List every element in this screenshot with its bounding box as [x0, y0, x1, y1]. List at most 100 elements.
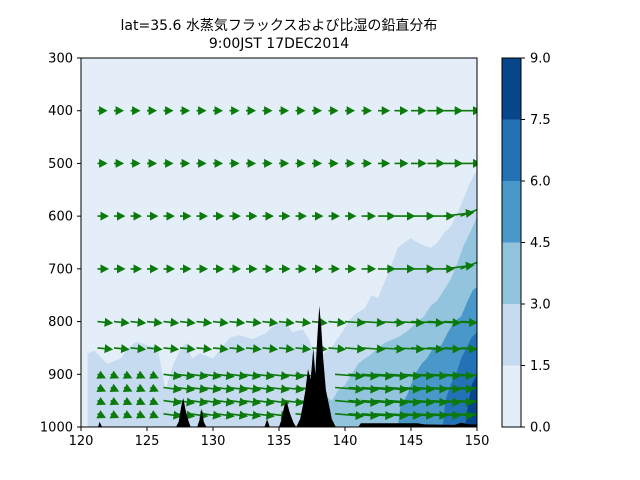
- x-axis: 120 125 130 135 140 145 150: [69, 427, 490, 449]
- flux-arrow: [213, 264, 225, 274]
- flux-arrow: [109, 410, 120, 419]
- flux-arrow: [411, 211, 436, 221]
- flux-arrow: [361, 264, 377, 274]
- flux-arrow: [378, 211, 396, 221]
- flux-arrow: [378, 264, 396, 274]
- colorbar-tick-label: 6.0: [530, 175, 551, 190]
- flux-arrow: [278, 317, 295, 327]
- y-tick-label: 300: [48, 52, 73, 67]
- flux-arrow: [262, 317, 279, 327]
- flux-arrow: [96, 396, 107, 406]
- flux-arrow: [328, 344, 347, 354]
- flux-arrow: [345, 264, 357, 274]
- flux-arrow: [212, 317, 229, 327]
- flux-arrow: [146, 344, 163, 354]
- flux-arrow: [278, 344, 295, 354]
- flux-arrow: [460, 208, 477, 217]
- flux-arrow: [229, 106, 240, 116]
- flux-arrow: [394, 264, 416, 274]
- flux-arrow: [122, 383, 133, 392]
- humidity-shading: [81, 58, 477, 427]
- flux-arrow: [163, 317, 180, 327]
- flux-arrow: [135, 383, 146, 392]
- flux-arrow: [394, 158, 409, 168]
- x-tick-label: 120: [69, 434, 94, 449]
- flux-arrow: [279, 264, 291, 274]
- flux-arrow: [394, 211, 416, 221]
- flux-arrow: [312, 158, 323, 168]
- x-tick-label: 135: [267, 434, 292, 449]
- flux-arrow: [262, 264, 274, 274]
- flux-arrow: [427, 106, 445, 116]
- flux-arrow: [378, 106, 391, 116]
- y-tick-label: 900: [48, 368, 73, 383]
- flux-arrow: [147, 211, 159, 221]
- flux-arrow: [229, 211, 241, 221]
- flux-arrow: [229, 344, 246, 354]
- flux-arrow: [279, 106, 290, 116]
- flux-arrow: [467, 373, 477, 376]
- flux-arrow: [245, 317, 262, 327]
- flux-arrow: [114, 158, 125, 168]
- flux-arrow: [97, 158, 108, 168]
- flux-vectors: [96, 106, 477, 421]
- flux-arrow: [295, 158, 306, 168]
- x-tick-label: 150: [465, 434, 490, 449]
- flux-arrow: [196, 344, 213, 354]
- flux-arrow: [246, 211, 258, 221]
- flux-arrow: [246, 264, 258, 274]
- flux-arrow: [163, 344, 180, 354]
- flux-arrow: [361, 211, 377, 221]
- flux-arrow: [114, 106, 125, 116]
- flux-arrow: [312, 211, 324, 221]
- flux-arrow: [122, 396, 133, 406]
- flux-arrow: [135, 370, 146, 379]
- flux-arrow: [114, 264, 126, 274]
- flux-arrow: [328, 106, 339, 116]
- flux-arrow: [213, 106, 224, 116]
- flux-arrow: [444, 158, 464, 168]
- flux-arrow: [411, 158, 427, 168]
- flux-arrow: [163, 158, 174, 168]
- flux-arrow: [279, 211, 291, 221]
- flux-arrow: [295, 317, 312, 327]
- flux-arrow: [149, 410, 159, 419]
- flux-arrow: [245, 344, 262, 354]
- colorbar-swatch: [502, 304, 521, 366]
- flux-arrow: [163, 264, 175, 274]
- flux-arrow: [295, 264, 307, 274]
- flux-arrow: [130, 317, 147, 327]
- colorbar-tick-label: 9.0: [530, 52, 551, 67]
- flux-arrow: [97, 264, 109, 274]
- flux-arrow: [179, 317, 196, 327]
- flux-arrow: [213, 211, 225, 221]
- flux-arrow: [109, 396, 120, 406]
- y-tick-label: 400: [48, 104, 73, 119]
- colorbar-swatch: [502, 58, 521, 120]
- colorbar-tick-label: 3.0: [530, 298, 551, 313]
- flux-arrow: [378, 158, 391, 168]
- flux-arrow: [130, 264, 142, 274]
- x-tick-label: 130: [201, 434, 226, 449]
- flux-arrow: [295, 211, 307, 221]
- flux-arrow: [180, 158, 191, 168]
- flux-arrow: [96, 383, 107, 392]
- flux-arrow: [147, 106, 158, 116]
- flux-arrow: [262, 158, 273, 168]
- flux-arrow: [180, 211, 192, 221]
- flux-arrow: [344, 317, 366, 327]
- flux-arrow: [196, 317, 213, 327]
- flux-arrow: [180, 106, 191, 116]
- flux-arrow: [212, 344, 229, 354]
- flux-arrow: [246, 158, 257, 168]
- y-tick-label: 700: [48, 262, 73, 277]
- flux-arrow: [246, 106, 257, 116]
- flux-arrow: [345, 106, 356, 116]
- flux-arrow: [135, 396, 146, 406]
- colorbar-tick-label: 7.5: [530, 113, 551, 128]
- flux-arrow: [328, 264, 340, 274]
- x-tick-label: 140: [333, 434, 358, 449]
- flux-arrow: [460, 320, 477, 323]
- y-tick-label: 800: [48, 315, 73, 330]
